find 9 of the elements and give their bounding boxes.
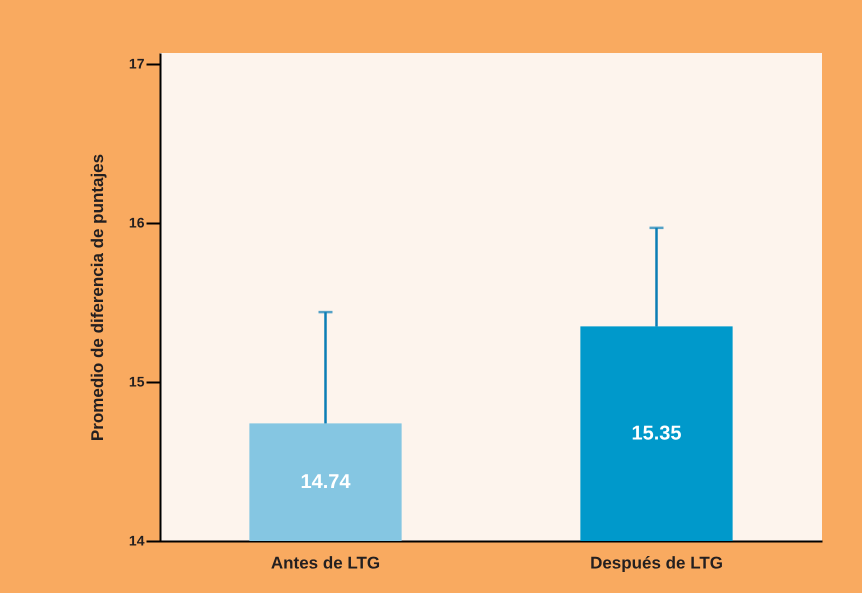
data-label: 15.35 bbox=[631, 422, 682, 445]
y-tick-label: 14 bbox=[128, 532, 145, 548]
x-tick-label: Antes de LTG bbox=[270, 554, 380, 572]
y-tick-label: 17 bbox=[128, 56, 145, 72]
y-tick-label: 15 bbox=[128, 374, 145, 390]
data-label: 14.74 bbox=[300, 471, 352, 494]
y-tick-label: 16 bbox=[128, 214, 145, 231]
y-axis-title: Promedio de diferencia de puntajes bbox=[88, 154, 107, 442]
x-tick-label: Después de LTG bbox=[590, 554, 723, 572]
